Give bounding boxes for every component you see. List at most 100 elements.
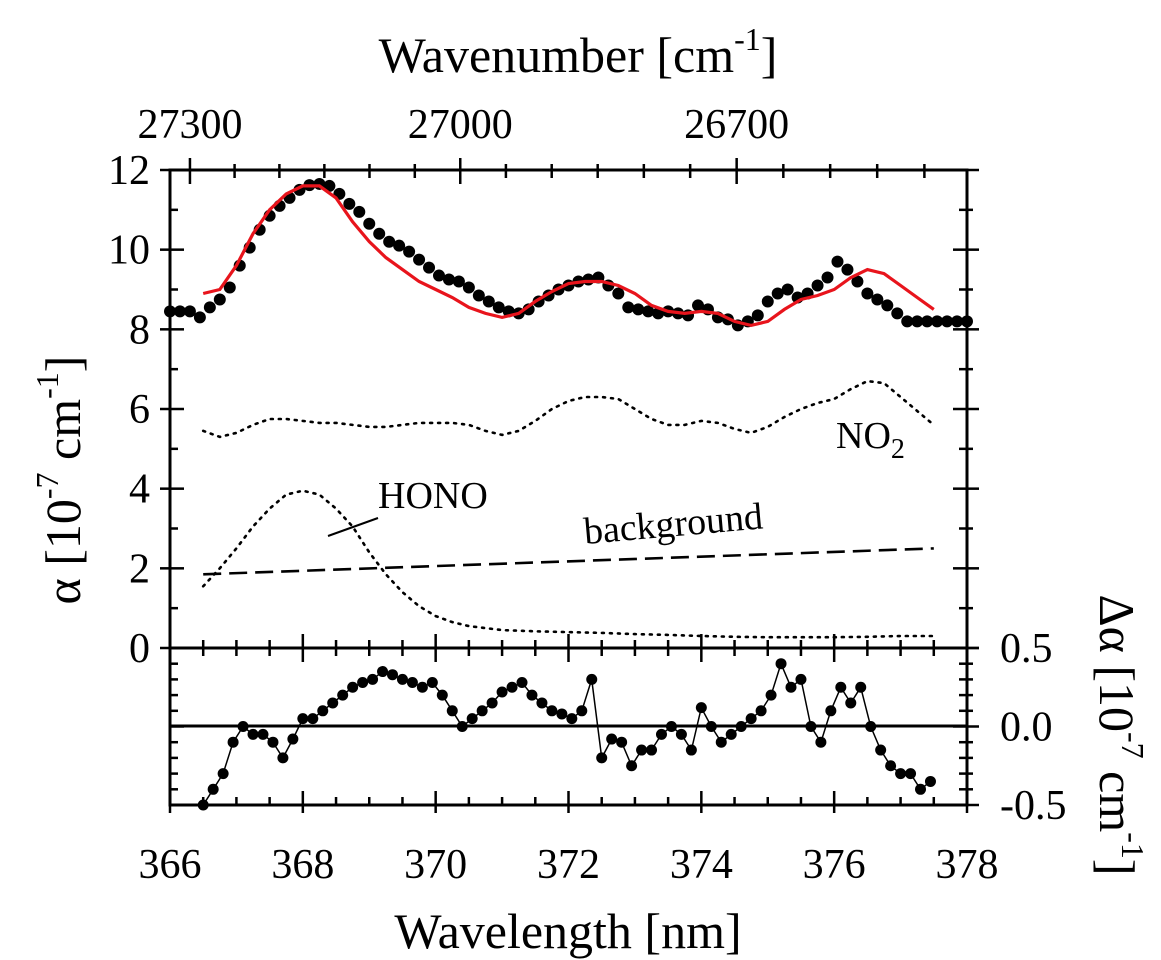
residual-point	[516, 677, 528, 689]
measured-point	[492, 301, 505, 314]
data-series	[164, 177, 973, 811]
residual-point	[357, 677, 369, 689]
y-axis-title-lower: Δα [10-7 cm-1]	[1089, 594, 1151, 875]
residual-y-tick-label: 0.5	[1000, 626, 1053, 672]
residual-point	[895, 768, 907, 780]
x-tick-label: 374	[670, 842, 733, 888]
hono-line	[201, 489, 936, 639]
residual-y-tick-label: -0.5	[1000, 783, 1067, 829]
background-line	[203, 547, 934, 576]
residual-point	[755, 705, 767, 717]
residual-point	[486, 697, 498, 709]
residual-point	[576, 705, 588, 717]
measured-point	[951, 315, 964, 328]
residual-line	[202, 661, 931, 806]
y-tick-label: 10	[108, 228, 150, 274]
tick-labels: 366 368 370 372 374 376 378 27300 27000 26700 0 2 4 6…	[108, 102, 1067, 888]
measured-point	[213, 293, 226, 306]
y-tick-label: 12	[108, 148, 150, 194]
measured-point	[761, 295, 774, 308]
residual-point	[725, 728, 737, 740]
residual-point	[715, 736, 727, 748]
residual-point	[695, 702, 707, 714]
residual-point	[416, 681, 428, 693]
residual-point	[885, 760, 897, 772]
residual-point	[317, 705, 329, 717]
x-tick-label: 376	[803, 842, 866, 888]
residual-point	[217, 768, 229, 780]
residual-point	[496, 686, 508, 698]
measured-point	[462, 281, 475, 294]
measured-point	[363, 217, 376, 230]
measured-point	[223, 281, 236, 294]
residual-point	[586, 673, 598, 685]
residual-point	[267, 736, 279, 748]
residual-point	[207, 783, 219, 795]
residual-point	[227, 736, 239, 748]
top-tick-label: 27300	[137, 102, 242, 148]
residual-point	[905, 768, 917, 780]
residual-point	[377, 666, 389, 678]
residual-point	[396, 673, 408, 685]
annotation-background: background	[582, 495, 764, 552]
residual-point	[337, 689, 349, 701]
measured-point	[931, 315, 944, 328]
measured-point	[692, 299, 705, 312]
residual-point	[705, 721, 717, 732]
residual-point	[606, 733, 618, 745]
measured-point	[353, 205, 366, 218]
residual-point	[735, 721, 747, 732]
x-tick-label: 366	[139, 842, 202, 888]
x-axis-title: Wavelength [nm]	[394, 903, 741, 959]
residual-point	[327, 697, 339, 709]
measured-point	[164, 305, 176, 318]
x-tick-label: 370	[404, 842, 467, 888]
residual-point	[855, 681, 867, 693]
x-tick-label: 372	[537, 842, 600, 888]
y-tick-label: 0	[129, 626, 150, 672]
residual-point	[685, 744, 697, 756]
measured-point	[432, 269, 445, 282]
top-axis-title: Wavenumber [cm-1]	[379, 21, 778, 83]
measured-point	[612, 287, 625, 300]
residual-point	[446, 705, 458, 717]
measured-point	[851, 275, 864, 288]
residual-point	[765, 689, 777, 701]
x-tick-label: 368	[271, 842, 334, 888]
residual-point	[406, 677, 418, 689]
measured-point	[203, 301, 216, 314]
residual-point	[277, 752, 289, 764]
measured-point	[861, 287, 874, 300]
residual-point	[476, 705, 488, 717]
residual-point	[795, 673, 807, 685]
measured-point	[452, 275, 465, 288]
measured-point	[413, 253, 426, 266]
residual-point	[456, 721, 468, 732]
measured-point	[373, 227, 386, 240]
measured-point	[642, 305, 655, 318]
measured-point	[423, 261, 436, 274]
residual-point	[745, 713, 757, 725]
measured-point	[403, 245, 416, 258]
fit-line	[202, 184, 935, 328]
measured-point	[811, 279, 824, 292]
residual-point	[675, 728, 687, 740]
residual-point	[536, 697, 548, 709]
y-tick-label: 4	[129, 467, 150, 513]
residual-point	[237, 721, 249, 732]
measured-point	[891, 307, 904, 320]
residual-point	[815, 736, 827, 748]
measured-point	[482, 295, 495, 308]
residual-y-tick-label: 0.0	[1000, 705, 1053, 751]
y-tick-label: 8	[129, 307, 150, 353]
residual-point	[546, 705, 558, 717]
residual-point	[596, 752, 608, 764]
measured-point	[622, 301, 635, 314]
measured-point	[323, 179, 336, 192]
residual-point	[785, 681, 797, 693]
measured-point	[961, 315, 973, 328]
residual-point	[367, 673, 379, 685]
residual-point	[197, 799, 209, 811]
residual-point	[865, 721, 877, 732]
